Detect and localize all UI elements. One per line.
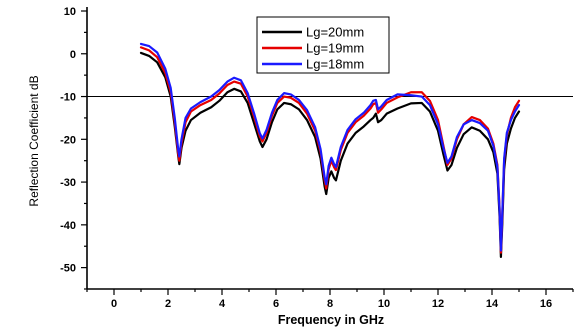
- y-axis-title: Reflection Coefficient dB: [27, 75, 41, 206]
- x-tick-label: 16: [540, 298, 552, 310]
- x-tick-label: 10: [378, 298, 390, 310]
- y-tick-label: 0: [70, 49, 76, 61]
- x-tick-label: 4: [219, 298, 226, 310]
- y-tick-label: -10: [60, 92, 76, 104]
- series-line-lg-18mm: [139, 42, 521, 252]
- plot-area: [87, 42, 573, 259]
- x-axis-title: Frequency in GHz: [278, 313, 384, 327]
- legend-label-lg19: Lg=19mm: [306, 41, 364, 56]
- tick-labels: 0 2 4 6 8 10 12 14 16 10 0 -10 -20 -30 -40 -50: [60, 6, 552, 310]
- x-tick-label: 12: [432, 298, 444, 310]
- series-line-lg-20mm: [139, 51, 521, 259]
- y-tick-label: -40: [60, 220, 76, 232]
- axes: [81, 7, 574, 295]
- x-tick-label: 0: [111, 298, 117, 310]
- y-tick-label: -30: [60, 177, 76, 189]
- y-tick-label: -20: [60, 134, 76, 146]
- x-tick-label: 6: [273, 298, 279, 310]
- y-tick-label: -50: [60, 263, 76, 275]
- y-tick-label: 10: [64, 6, 76, 18]
- legend-label-lg20: Lg=20mm: [306, 25, 364, 40]
- series-line-lg-19mm: [139, 46, 521, 254]
- x-tick-label: 8: [327, 298, 333, 310]
- legend: Lg=20mm Lg=19mm Lg=18mm: [256, 16, 390, 74]
- legend-label-lg18: Lg=18mm: [306, 57, 364, 72]
- x-tick-label: 14: [486, 298, 499, 310]
- x-tick-label: 2: [165, 298, 171, 310]
